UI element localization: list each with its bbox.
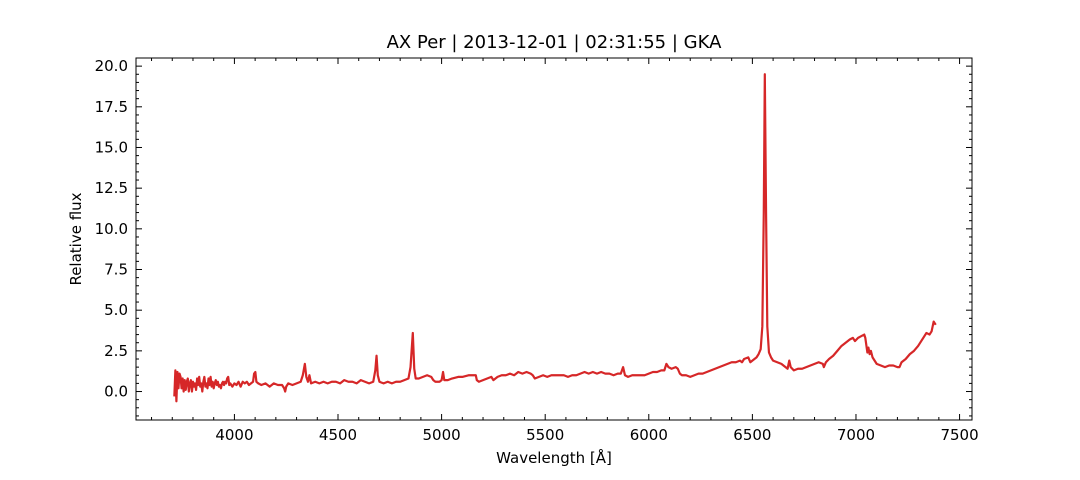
x-tick-label: 4000 (215, 426, 253, 444)
y-tick-label: 17.5 (95, 98, 128, 116)
y-tick-label: 7.5 (104, 261, 128, 279)
y-axis-label: Relative flux (67, 192, 85, 285)
x-axis-label: Wavelength [Å] (496, 448, 612, 467)
series-layer (173, 73, 937, 403)
ticks-layer: 4000 4500 5000 5500 6000 6500 7000 7500 0.0 2.5 5.… (95, 57, 979, 444)
spectrum-line (173, 73, 937, 403)
x-tick-label: 5000 (423, 426, 461, 444)
x-tick-label: 6000 (630, 426, 668, 444)
y-tick-label: 12.5 (95, 179, 128, 197)
y-tick-label: 10.0 (95, 220, 128, 238)
x-tick-label: 5500 (526, 426, 564, 444)
y-tick-label: 5.0 (104, 301, 128, 319)
y-tick-label: 2.5 (104, 342, 128, 360)
y-tick-label: 20.0 (95, 57, 128, 75)
x-tick-label: 4500 (319, 426, 357, 444)
chart-title: AX Per | 2013-12-01 | 02:31:55 | GKA (387, 32, 722, 53)
x-tick-label: 7000 (837, 426, 875, 444)
x-tick-label: 7500 (940, 426, 978, 444)
y-tick-label: 15.0 (95, 138, 128, 156)
x-tick-label: 6500 (733, 426, 771, 444)
plot-frame (135, 57, 973, 421)
y-tick-label: 0.0 (104, 383, 128, 401)
